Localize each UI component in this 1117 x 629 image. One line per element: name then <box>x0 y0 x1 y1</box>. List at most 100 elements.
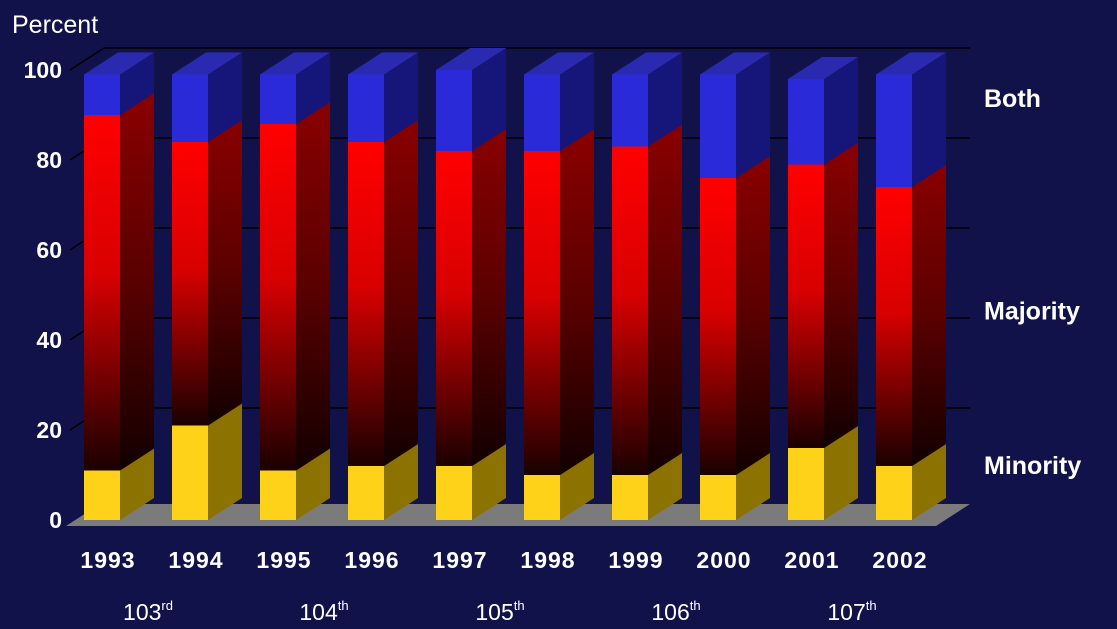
bar-stack <box>788 57 858 520</box>
x-tick-label: 1993 <box>80 547 135 573</box>
bars <box>84 48 946 520</box>
bar-segment-minority <box>84 470 120 520</box>
bar-segment-majority <box>612 146 648 475</box>
bar-top-cap <box>260 52 330 75</box>
congress-label: 103rd <box>123 598 173 625</box>
bar-segment-minority <box>876 466 912 520</box>
bar-stack <box>876 52 946 520</box>
bar-segment-both-side <box>296 52 330 124</box>
legend-label-majority: Majority <box>984 298 1080 326</box>
bar-stack <box>348 52 418 520</box>
y-tick-label: 0 <box>49 507 62 533</box>
bar-segment-minority <box>700 475 736 520</box>
y-tick-label: 60 <box>36 237 62 263</box>
bar-top-cap <box>876 52 946 75</box>
congress-label: 107th <box>827 598 876 625</box>
bar-segment-both-side <box>560 52 594 151</box>
bar-segment-minority-side <box>824 426 858 520</box>
labels: 1993 1994 1995 1996 1997 1998 1999 2000 2001 2002… <box>80 85 1081 625</box>
bar-segment-both <box>260 74 296 124</box>
bar-segment-majority-side <box>384 120 418 466</box>
bar-segment-both <box>788 79 824 165</box>
bar-stack <box>524 52 594 520</box>
bar-segment-minority <box>436 466 472 520</box>
bar-segment-minority-side <box>120 448 154 520</box>
y-tick-label: 80 <box>36 147 62 173</box>
bar-segment-majority <box>788 164 824 448</box>
bar-segment-minority-side <box>208 403 242 520</box>
bar-stack <box>436 48 506 520</box>
gridline-diagonal <box>69 47 105 71</box>
bar-segment-majority-side <box>560 129 594 475</box>
bar-top-cap <box>612 52 682 75</box>
bar-segment-both-side <box>736 52 770 178</box>
x-tick-label: 1994 <box>168 547 223 573</box>
bar-segment-both <box>436 70 472 151</box>
bar-segment-majority <box>876 187 912 466</box>
bar-segment-majority <box>260 124 296 471</box>
bar-segment-majority <box>84 115 120 471</box>
bar-segment-majority-side <box>648 124 682 475</box>
bar-segment-minority-side <box>472 444 506 520</box>
bar-segment-both-side <box>120 52 154 115</box>
bar-segment-both-side <box>824 57 858 165</box>
bar-top-cap <box>348 52 418 75</box>
bar-segment-both <box>700 74 736 178</box>
bar-top-cap <box>436 48 506 70</box>
bar-top-cap <box>524 52 594 75</box>
congress-label: 104th <box>299 598 348 625</box>
legend-label-minority: Minority <box>984 452 1081 480</box>
bar-top-cap <box>700 52 770 75</box>
bar-stack <box>260 52 330 520</box>
y-axis-title: Percent <box>12 11 98 39</box>
congress-label: 106th <box>651 598 700 625</box>
bar-stack <box>172 52 242 520</box>
bar-segment-majority-side <box>120 93 154 471</box>
bar-top-cap <box>788 57 858 79</box>
legend-label-both: Both <box>984 85 1041 113</box>
y-tick-label: 20 <box>36 417 62 443</box>
x-tick-label: 2002 <box>872 547 927 573</box>
bar-segment-both-side <box>208 52 242 142</box>
bar-top-cap <box>172 52 242 75</box>
bar-segment-majority-side <box>296 102 330 471</box>
bar-segment-both-side <box>648 52 682 147</box>
bar-segment-both-side <box>384 52 418 142</box>
bar-segment-both-side <box>912 52 946 187</box>
bar-segment-minority <box>524 475 560 520</box>
bar-segment-majority <box>348 142 384 466</box>
bar-segment-minority <box>348 466 384 520</box>
y-tick-label: 100 <box>24 57 62 83</box>
x-tick-label: 1996 <box>344 547 399 573</box>
bar-stack <box>700 52 770 520</box>
congress-label: 105th <box>475 598 524 625</box>
bar-top-cap <box>84 52 154 75</box>
bar-segment-majority-side <box>472 129 506 466</box>
bar-segment-minority-side <box>560 453 594 520</box>
bar-segment-minority-side <box>296 448 330 520</box>
bar-segment-minority <box>260 470 296 520</box>
bar-segment-majority <box>524 151 560 475</box>
bar-segment-minority-side <box>648 453 682 520</box>
bar-segment-both-side <box>472 48 506 151</box>
bar-segment-both <box>84 74 120 115</box>
bar-segment-minority <box>612 475 648 520</box>
bar-segment-minority <box>788 448 824 520</box>
bar-segment-minority <box>172 425 208 520</box>
x-tick-label: 2001 <box>784 547 839 573</box>
bar-segment-both <box>524 74 560 151</box>
bar-segment-majority-side <box>824 142 858 448</box>
bar-segment-both <box>612 74 648 147</box>
x-tick-label: 1999 <box>608 547 663 573</box>
bar-stack <box>84 52 154 520</box>
x-tick-label: 1997 <box>432 547 487 573</box>
axes: Percent 0 20 40 60 80 100 <box>12 11 98 533</box>
bar-segment-majority-side <box>912 165 946 466</box>
bar-segment-majority <box>700 178 736 475</box>
bar-segment-both <box>876 74 912 187</box>
bar-segment-minority-side <box>384 444 418 520</box>
x-tick-label: 2000 <box>696 547 751 573</box>
bar-segment-minority-side <box>736 453 770 520</box>
y-tick-label: 40 <box>36 327 62 353</box>
